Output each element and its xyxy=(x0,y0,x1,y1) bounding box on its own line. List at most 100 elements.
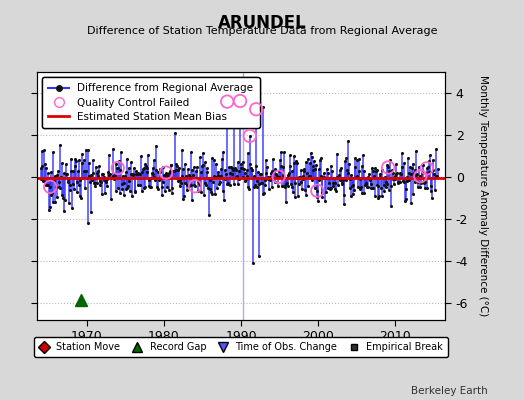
Point xyxy=(105,172,114,178)
Point xyxy=(266,177,275,184)
Point xyxy=(270,166,279,172)
Point xyxy=(373,167,381,174)
Point xyxy=(421,185,429,192)
Point xyxy=(141,183,150,190)
Point xyxy=(111,174,119,181)
Point xyxy=(95,182,104,188)
Point xyxy=(46,184,54,190)
Point xyxy=(106,175,115,181)
Point xyxy=(128,172,137,178)
Point xyxy=(153,184,161,190)
Point xyxy=(252,106,260,112)
Point xyxy=(184,182,193,189)
Point xyxy=(423,184,432,191)
Point xyxy=(59,195,67,202)
Point xyxy=(231,165,239,172)
Point xyxy=(170,168,178,174)
Point xyxy=(83,147,92,153)
Point xyxy=(124,183,132,189)
Point xyxy=(99,171,107,177)
Text: ARUNDEL: ARUNDEL xyxy=(217,14,307,32)
Point xyxy=(51,198,60,205)
Point xyxy=(199,149,207,156)
Point xyxy=(92,163,100,170)
Point xyxy=(392,171,401,177)
Point xyxy=(326,163,335,169)
Point xyxy=(359,190,368,196)
Point xyxy=(126,188,134,194)
Point xyxy=(131,189,139,196)
Point xyxy=(147,175,156,181)
Point xyxy=(72,188,81,195)
Point xyxy=(286,163,294,169)
Point xyxy=(113,165,122,172)
Point xyxy=(184,166,192,172)
Point xyxy=(210,172,218,179)
Point xyxy=(91,180,100,186)
Point xyxy=(310,158,318,164)
Point xyxy=(361,182,369,188)
Point xyxy=(210,157,219,164)
Point xyxy=(93,180,101,186)
Point xyxy=(114,165,122,171)
Point xyxy=(316,173,325,180)
Point xyxy=(181,179,189,186)
Point xyxy=(269,175,278,182)
Point xyxy=(250,173,258,180)
Point xyxy=(255,180,263,187)
Point xyxy=(74,168,82,174)
Point xyxy=(258,104,267,110)
Point xyxy=(426,152,434,158)
Point xyxy=(264,176,272,182)
Point xyxy=(38,163,46,169)
Point xyxy=(246,160,255,167)
Point xyxy=(292,158,300,165)
Point xyxy=(152,167,160,173)
Point xyxy=(297,179,305,186)
Point xyxy=(159,164,168,170)
Point xyxy=(390,181,398,187)
Point xyxy=(94,168,102,174)
Point xyxy=(143,164,151,171)
Point xyxy=(368,165,376,172)
Point xyxy=(261,176,269,183)
Point xyxy=(399,178,407,184)
Point xyxy=(289,153,298,159)
Point xyxy=(192,168,201,174)
Point xyxy=(326,175,334,181)
Point xyxy=(226,182,235,188)
Point xyxy=(391,160,400,167)
Point xyxy=(67,156,75,162)
Point xyxy=(114,165,122,171)
Point xyxy=(337,165,345,172)
Point xyxy=(55,179,63,185)
Point xyxy=(275,174,283,180)
Point xyxy=(142,163,150,169)
Point xyxy=(424,164,432,170)
Point xyxy=(157,184,166,190)
Point xyxy=(196,169,205,176)
Point xyxy=(407,200,415,206)
Point xyxy=(252,163,260,169)
Point xyxy=(406,164,414,171)
Point xyxy=(201,159,210,166)
Point xyxy=(333,174,342,180)
Point xyxy=(219,188,227,194)
Point xyxy=(395,179,403,185)
Point xyxy=(362,180,370,186)
Point xyxy=(146,184,154,190)
Point xyxy=(213,185,221,192)
Point xyxy=(137,168,146,175)
Point xyxy=(313,188,322,194)
Point xyxy=(241,170,249,176)
Point xyxy=(220,196,228,203)
Point xyxy=(418,170,427,176)
Point xyxy=(219,149,227,156)
Point xyxy=(256,171,265,178)
Point xyxy=(145,177,153,183)
Point xyxy=(86,172,95,179)
Point xyxy=(112,187,120,194)
Point xyxy=(418,168,426,175)
Point xyxy=(136,182,145,188)
Point xyxy=(89,170,97,176)
